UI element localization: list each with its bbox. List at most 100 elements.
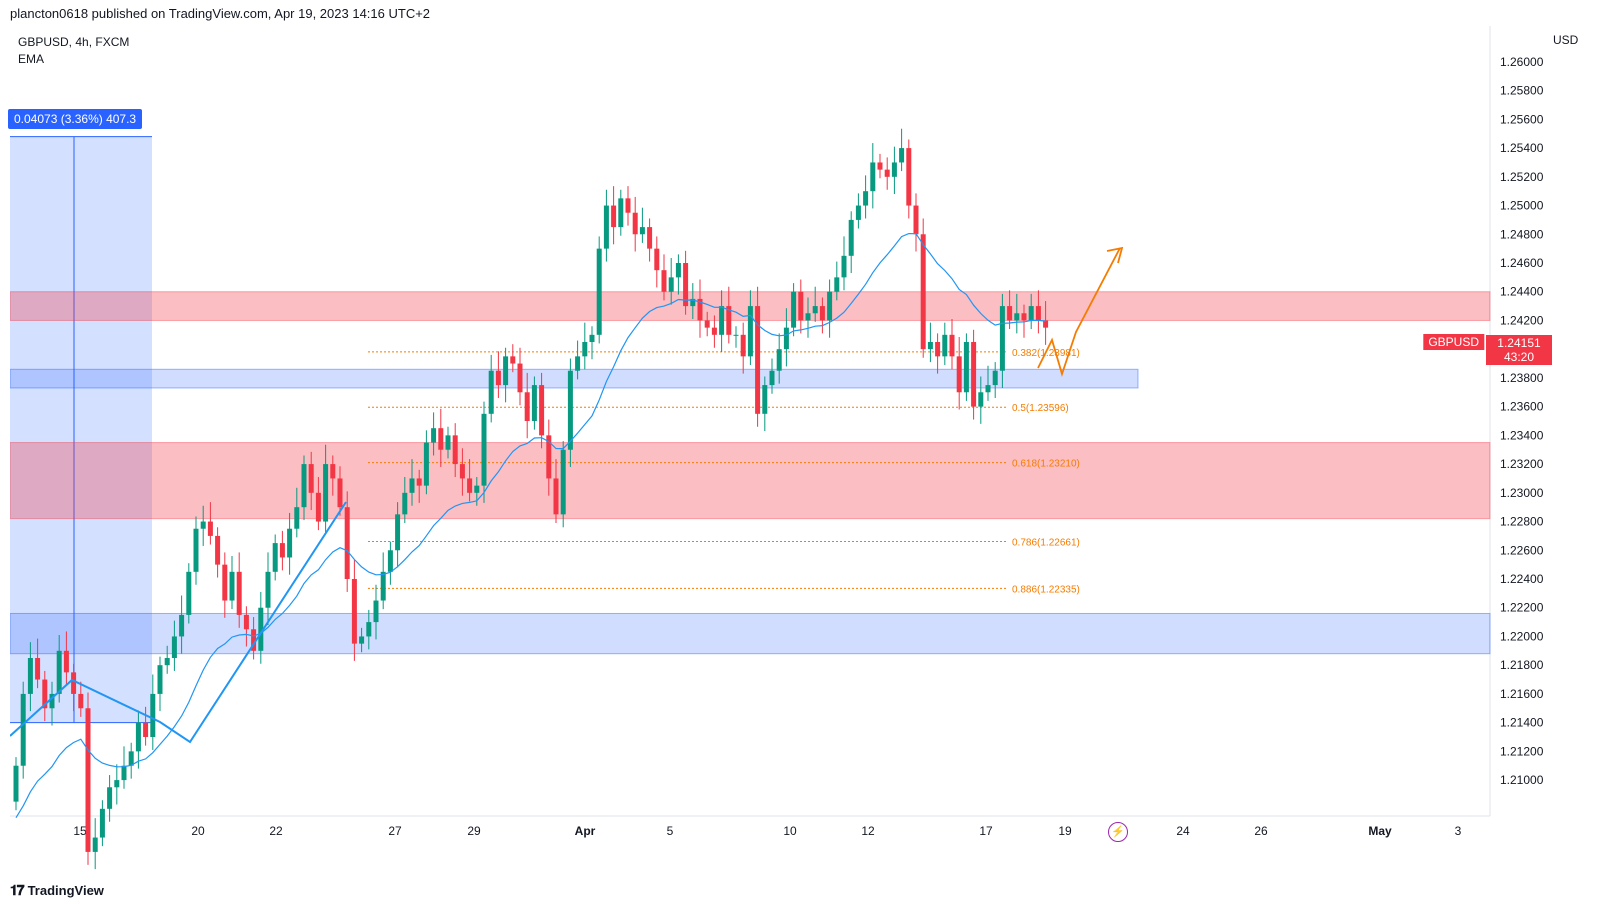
candle-body xyxy=(186,571,192,615)
candle-body xyxy=(380,571,386,601)
candle-body xyxy=(690,298,696,307)
candle-body xyxy=(755,306,761,414)
fib-label-4: 0.886(1.22335) xyxy=(1012,584,1080,595)
candle-body xyxy=(848,219,854,256)
price-tick-label: 1.22000 xyxy=(1500,629,1544,643)
price-tick-label: 1.24800 xyxy=(1500,227,1544,241)
candle-body xyxy=(56,650,62,694)
candle-body xyxy=(301,464,307,508)
time-tick-label: Apr xyxy=(575,824,596,838)
price-tick-label: 1.21800 xyxy=(1500,658,1544,672)
price-tick-label: 1.24400 xyxy=(1500,285,1544,299)
candle-body xyxy=(99,808,105,838)
candle-body xyxy=(978,392,984,407)
candle-body xyxy=(387,550,393,572)
candle-body xyxy=(402,492,408,515)
time-tick-label: 27 xyxy=(388,824,402,838)
candle-body xyxy=(971,342,977,407)
candle-body xyxy=(596,248,602,335)
chart-canvas[interactable]: 0.382(1.23981)0.5(1.23596)0.618(1.23210)… xyxy=(10,26,1608,870)
fib-label-2: 0.618(1.23210) xyxy=(1012,459,1080,470)
candle-body xyxy=(438,428,444,450)
symbol-title[interactable]: GBPUSD, 4h, FXCM xyxy=(18,35,130,49)
candle-body xyxy=(870,162,876,192)
candle-body xyxy=(553,478,559,515)
candle-body xyxy=(459,464,465,479)
candle-body xyxy=(827,291,833,321)
candle-body xyxy=(200,521,206,529)
candle-body xyxy=(819,306,825,321)
price-tick-label: 1.25200 xyxy=(1500,170,1544,184)
candle-body xyxy=(985,385,991,393)
candle-body xyxy=(452,435,458,465)
price-tick-label: 1.25600 xyxy=(1500,112,1544,126)
candle-body xyxy=(423,442,429,486)
time-tick-label: 5 xyxy=(667,824,674,838)
candle-body xyxy=(164,658,170,666)
ema-line xyxy=(15,232,1046,819)
candle-body xyxy=(999,306,1005,371)
symbol-legend[interactable]: GBPUSD, 4h, FXCM EMA xyxy=(18,34,129,68)
candle-body xyxy=(661,270,667,292)
candle-body xyxy=(567,370,573,450)
candle-body xyxy=(287,528,293,558)
candle-body xyxy=(611,205,617,228)
time-tick-label: 19 xyxy=(1058,824,1072,838)
candle-body xyxy=(114,780,120,788)
candle-body xyxy=(279,543,285,558)
candle-body xyxy=(157,665,163,694)
candle-body xyxy=(603,205,609,249)
candle-body xyxy=(589,334,595,342)
candle-body xyxy=(625,198,631,213)
candle-body xyxy=(949,334,955,357)
price-tick-label: 1.25400 xyxy=(1500,141,1544,155)
candle-body xyxy=(812,306,818,314)
candle-body xyxy=(337,478,343,508)
candle-body xyxy=(236,571,242,615)
time-tick-label: 17 xyxy=(979,824,993,838)
candle-body xyxy=(503,356,509,386)
candle-body xyxy=(143,722,149,737)
candle-body xyxy=(740,334,746,357)
candle-body xyxy=(258,607,264,651)
price-tick-label: 1.23800 xyxy=(1500,371,1544,385)
candle-body xyxy=(726,306,732,335)
candle-body xyxy=(409,478,415,493)
candle-body xyxy=(539,385,545,436)
price-tick-label: 1.24200 xyxy=(1500,313,1544,327)
candle-body xyxy=(524,392,530,421)
price-tick-label: 1.23200 xyxy=(1500,457,1544,471)
candle-body xyxy=(49,693,55,709)
candle-body xyxy=(963,342,969,393)
indicator-label[interactable]: EMA xyxy=(18,52,45,66)
candle-body xyxy=(575,356,581,371)
candle-body xyxy=(805,313,811,321)
candle-body xyxy=(510,356,516,364)
chart-frame[interactable]: 0.382(1.23981) 0.5(1.23596) 0.618(1.23210)… xyxy=(10,26,1608,870)
measure-tool-label[interactable]: 0.04073 (3.36%) 407.3 xyxy=(8,109,143,129)
time-tick-label: 10 xyxy=(783,824,797,838)
candle-body xyxy=(884,169,890,177)
candle-body xyxy=(1028,306,1034,321)
time-tick-label: 26 xyxy=(1254,824,1268,838)
price-tick-label: 1.21600 xyxy=(1500,687,1544,701)
candle-body xyxy=(877,162,883,170)
fib-label-1: 0.5(1.23596) xyxy=(1012,403,1069,414)
last-price-tag: 1.24151 43:20 xyxy=(1486,335,1552,365)
time-tick-label: 12 xyxy=(861,824,875,838)
candle-body xyxy=(697,298,703,321)
candle-body xyxy=(373,600,379,623)
candle-body xyxy=(531,385,537,421)
candle-body xyxy=(207,521,213,536)
lightning-icon[interactable]: ⚡ xyxy=(1108,822,1128,842)
footer-brand[interactable]: 𝟏𝟕 TradingView xyxy=(10,882,104,899)
candle-body xyxy=(135,722,141,752)
candle-body xyxy=(733,334,739,336)
candle-body xyxy=(1043,320,1049,328)
candle-body xyxy=(913,205,919,235)
zone-resistance-2 xyxy=(10,442,1491,520)
candle-body xyxy=(107,787,113,809)
candle-body xyxy=(992,370,998,386)
candle-body xyxy=(762,385,768,414)
candle-body xyxy=(193,528,199,572)
